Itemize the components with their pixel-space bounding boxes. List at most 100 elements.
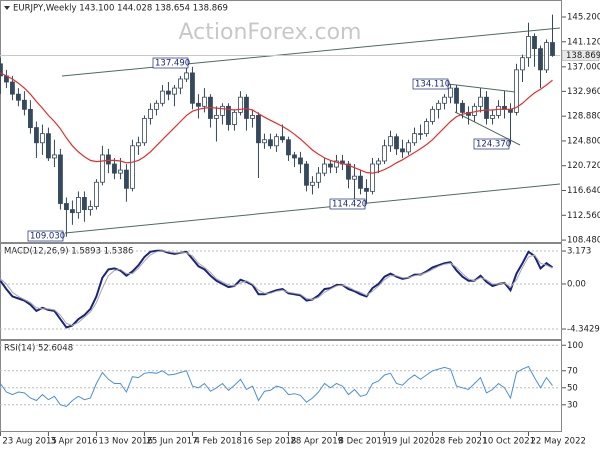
- candle-body: [82, 197, 87, 210]
- candle-body: [256, 115, 261, 144]
- candle-body: [250, 115, 255, 119]
- candle-body: [406, 142, 411, 153]
- x-tick-label: 4 Feb 2018: [194, 437, 242, 447]
- x-tick-label: 8 Dec 2019: [338, 437, 387, 447]
- candle-body: [184, 72, 189, 80]
- candle-body: [532, 36, 537, 50]
- candle-body: [40, 133, 45, 144]
- candle-body: [472, 105, 477, 116]
- candle-body: [64, 203, 69, 210]
- candle-body: [22, 99, 27, 110]
- x-tick-label: 25 Jun 2017: [146, 437, 197, 447]
- indicator-line: [0, 249, 554, 329]
- candle-body: [292, 154, 297, 159]
- indicator-line: [0, 250, 553, 327]
- candle-body: [190, 72, 195, 104]
- y-tick-label: 124.800: [567, 136, 600, 146]
- candle-body: [484, 96, 489, 119]
- annotation-box: [329, 198, 366, 210]
- candle-body: [412, 133, 417, 144]
- candle-body: [442, 96, 447, 104]
- candle-body: [76, 197, 81, 214]
- candle-body: [124, 169, 129, 189]
- candle-body: [148, 108, 153, 119]
- macd-panel: [0, 243, 562, 340]
- candle-body: [430, 108, 435, 122]
- candle-body: [544, 42, 549, 71]
- x-tick-label: 13 Nov 2016: [98, 437, 152, 447]
- candle-body: [94, 181, 99, 207]
- candle-body: [382, 145, 387, 162]
- annotation-box: [27, 230, 64, 242]
- y-tick-label: 141.120: [567, 37, 600, 47]
- candle-body: [286, 139, 291, 156]
- candle-body: [220, 105, 225, 116]
- y-tick-label: 108.480: [567, 236, 600, 246]
- candle-body: [34, 127, 39, 144]
- candle-body: [400, 148, 405, 153]
- candle-body: [10, 81, 15, 95]
- channel-top: [61, 27, 561, 77]
- candle-body: [178, 78, 183, 89]
- x-tick-label: 28 Feb 2021: [434, 437, 487, 447]
- price-tag: 138.869: [566, 51, 600, 61]
- x-tick-label: 16 Sep 2018: [242, 437, 296, 447]
- triangle-top: [447, 83, 516, 93]
- candle-body: [358, 175, 363, 189]
- y-tick-label: 120.720: [567, 161, 600, 171]
- candle-body: [514, 69, 519, 113]
- y-tick-label: 0.00: [567, 279, 586, 289]
- candle-body: [244, 96, 249, 119]
- y-tick-label: 137.000: [567, 62, 600, 72]
- candle-body: [196, 102, 201, 107]
- chart-title: EURJPY,Weekly 143.100 144.028 138.654 13…: [13, 4, 228, 14]
- candle-body: [520, 57, 525, 71]
- candle-body: [130, 145, 135, 189]
- candle-body: [364, 187, 369, 192]
- candle-body: [274, 136, 279, 147]
- x-tick-label: 22 May 2022: [530, 437, 585, 447]
- watermark: ActionForex.com: [179, 20, 362, 45]
- x-tick-label: 3 Apr 2016: [50, 437, 97, 447]
- candle-body: [424, 121, 429, 135]
- candle-body: [118, 169, 123, 174]
- y-tick-label: 50: [567, 383, 578, 393]
- x-tick-label: 23 Aug 2015: [2, 437, 56, 447]
- moving-average: [0, 72, 553, 174]
- candle-body: [280, 136, 285, 141]
- annotation: 109.030: [30, 232, 65, 242]
- candle-body: [550, 42, 555, 56]
- candle-body: [334, 160, 339, 168]
- y-tick-label: 112.560: [567, 211, 600, 221]
- menu-icon: [4, 6, 10, 10]
- price-panel: [0, 0, 562, 243]
- annotation: 114.420: [332, 200, 367, 210]
- annotation-box: [152, 57, 189, 69]
- x-tick-label: 10 Oct 2021: [482, 437, 535, 447]
- candle-body: [268, 139, 273, 147]
- annotation: 137.490: [155, 59, 190, 69]
- candle-body: [232, 111, 237, 125]
- candle-body: [496, 105, 501, 116]
- candle-body: [142, 118, 147, 144]
- x-tick-label: 28 Apr 2019: [290, 437, 343, 447]
- y-tick-label: 132.960: [567, 87, 600, 97]
- y-tick-label: -4.3429: [567, 325, 600, 335]
- candle-body: [238, 96, 243, 113]
- candle-body: [418, 133, 423, 135]
- indicator-line: [0, 365, 553, 408]
- candle-body: [58, 154, 63, 204]
- candle-body: [526, 36, 531, 59]
- candle-body: [100, 154, 105, 183]
- candle-body: [154, 102, 159, 110]
- candle-body: [172, 87, 177, 95]
- candle-body: [214, 115, 219, 119]
- candle-body: [70, 209, 75, 214]
- y-tick-label: 100: [567, 341, 583, 351]
- candle-body: [28, 108, 33, 128]
- candle-body: [202, 96, 207, 107]
- candle-body: [370, 163, 375, 192]
- annotation-box: [473, 138, 510, 150]
- channel-bottom: [64, 183, 561, 234]
